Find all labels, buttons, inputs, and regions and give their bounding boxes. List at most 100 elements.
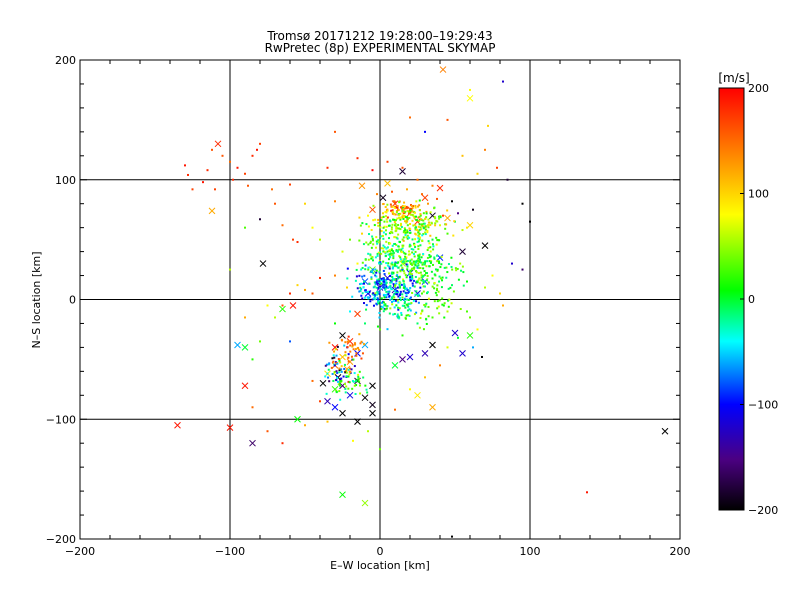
- dot-marker: [367, 233, 370, 236]
- dot-marker: [377, 278, 380, 281]
- dot-marker: [334, 322, 336, 325]
- dot-marker: [436, 307, 439, 310]
- dot-marker: [397, 308, 400, 311]
- dot-marker: [380, 277, 383, 280]
- dot-marker: [385, 218, 388, 221]
- dot-marker: [398, 275, 401, 278]
- dot-marker: [457, 212, 459, 215]
- dot-marker: [365, 304, 368, 307]
- dot-marker: [377, 218, 380, 221]
- dot-marker: [401, 293, 404, 296]
- dot-marker: [412, 224, 415, 227]
- dot-marker: [344, 387, 347, 390]
- x-marker: [661, 427, 669, 435]
- x-axis-label: E–W location [km]: [330, 559, 430, 572]
- dot-marker: [376, 280, 379, 283]
- dot-marker: [431, 243, 434, 246]
- dot-marker: [379, 250, 382, 253]
- dot-marker: [410, 204, 413, 207]
- dot-marker: [402, 231, 405, 234]
- dot-marker: [403, 272, 406, 275]
- dot-marker: [391, 271, 394, 274]
- dot-marker: [361, 261, 364, 264]
- dot-marker: [364, 322, 366, 325]
- dot-marker: [395, 265, 398, 268]
- dot-marker: [360, 268, 363, 271]
- dot-marker: [351, 344, 354, 347]
- axis-ticks: [79, 59, 681, 540]
- dot-marker: [435, 219, 438, 222]
- x-marker: [358, 182, 366, 190]
- dot-marker: [403, 230, 406, 233]
- dot-marker: [430, 270, 433, 273]
- x-marker: [459, 350, 466, 357]
- dot-marker: [380, 230, 383, 233]
- dot-marker: [401, 304, 404, 307]
- dot-marker: [383, 283, 386, 286]
- dot-marker: [374, 268, 377, 271]
- dot-marker: [360, 294, 363, 297]
- dot-marker: [380, 307, 383, 310]
- dot-marker: [356, 378, 359, 381]
- dot-marker: [379, 235, 382, 238]
- dot-marker: [412, 299, 415, 302]
- dot-marker: [202, 181, 204, 184]
- dot-marker: [380, 279, 383, 282]
- dot-marker: [398, 216, 401, 219]
- dot-marker: [369, 253, 372, 256]
- dot-marker: [431, 184, 434, 187]
- dot-marker: [333, 364, 336, 367]
- dot-marker: [389, 242, 392, 245]
- dot-marker: [406, 298, 408, 301]
- x-marker: [249, 439, 256, 447]
- dot-marker: [429, 211, 432, 214]
- dot-marker: [409, 261, 412, 264]
- dot-marker: [414, 224, 417, 227]
- dot-marker: [411, 282, 414, 285]
- dot-marker: [389, 253, 392, 256]
- dot-marker: [442, 214, 444, 217]
- x-marker: [376, 284, 384, 291]
- dot-marker: [335, 389, 338, 392]
- dot-marker: [355, 384, 358, 387]
- dot-marker: [382, 237, 385, 240]
- dot-marker: [412, 266, 415, 269]
- dot-marker: [324, 364, 327, 367]
- dot-marker: [442, 304, 445, 307]
- dot-marker: [376, 278, 379, 281]
- dot-marker: [390, 249, 393, 252]
- dot-marker: [409, 207, 412, 210]
- dot-marker: [378, 241, 381, 244]
- dot-marker: [455, 269, 458, 272]
- dot-marker: [377, 281, 380, 284]
- dot-marker: [372, 243, 375, 246]
- dot-marker: [397, 208, 400, 211]
- dot-marker: [356, 157, 359, 160]
- dot-marker: [405, 260, 408, 263]
- dot-marker: [408, 245, 411, 248]
- dot-marker: [347, 340, 350, 343]
- dot-marker: [496, 166, 498, 169]
- dot-marker: [367, 266, 370, 269]
- dot-marker: [398, 248, 401, 251]
- dot-marker: [417, 240, 420, 243]
- dot-marker: [396, 316, 399, 319]
- dot-marker: [433, 287, 436, 290]
- colorbar-tick-label: −100: [748, 399, 778, 412]
- dot-marker: [425, 265, 428, 268]
- dot-marker: [367, 430, 369, 433]
- dot-marker: [447, 299, 450, 302]
- dot-marker: [422, 227, 425, 230]
- dot-marker: [365, 241, 368, 244]
- dot-marker: [335, 379, 338, 382]
- y-axis-label: N–S location [km]: [30, 251, 43, 348]
- colorbar: [718, 87, 745, 511]
- dot-marker: [414, 246, 417, 249]
- dot-marker: [403, 201, 406, 204]
- dot-marker: [361, 266, 364, 269]
- dot-marker: [415, 290, 418, 293]
- dot-marker: [391, 209, 394, 212]
- dot-marker: [400, 206, 403, 209]
- dot-marker: [347, 368, 350, 371]
- dot-marker: [394, 224, 396, 227]
